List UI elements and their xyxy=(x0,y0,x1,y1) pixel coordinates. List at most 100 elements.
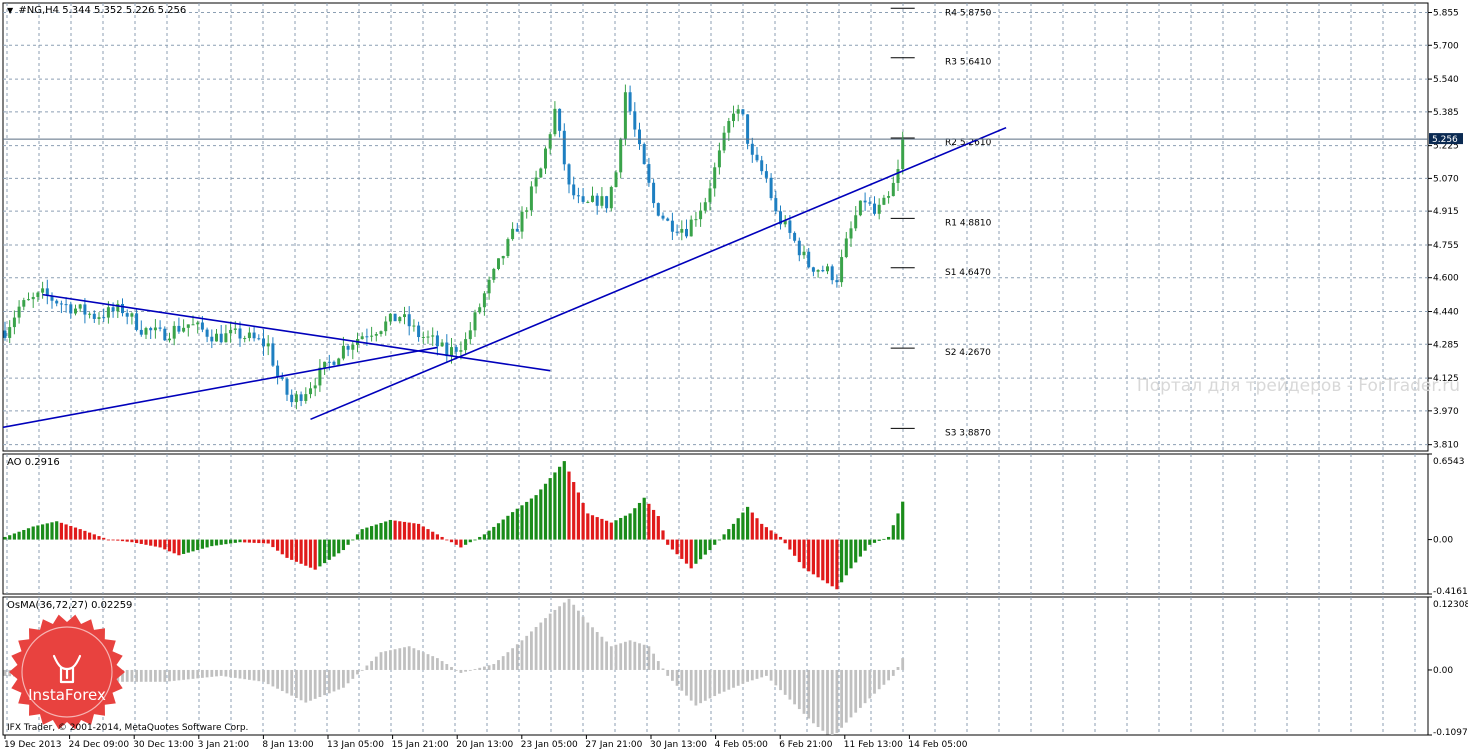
symbol-header: ▼ #NG,H4 5.344 5.352 5.226 5.256 xyxy=(7,5,186,16)
osma-bar xyxy=(788,669,792,700)
candle-body xyxy=(717,150,721,168)
osma-bar xyxy=(351,669,355,679)
osma-bar xyxy=(403,647,406,670)
ao-bar xyxy=(139,539,143,544)
osma-bar xyxy=(290,669,294,696)
time-tick-label: 3 Jan 21:00 xyxy=(198,740,250,750)
ao-bar xyxy=(619,517,623,540)
ao-bar xyxy=(393,520,397,540)
candle-body xyxy=(600,196,604,206)
osma-bar xyxy=(468,669,472,671)
candle-body xyxy=(304,394,308,401)
candle-body xyxy=(290,394,294,403)
osma-bar xyxy=(393,649,397,670)
ao-bar xyxy=(887,536,891,540)
osma-bar xyxy=(685,669,688,696)
osma-bar xyxy=(896,666,900,670)
price-axis[interactable]: 5.855 5.700 5.540 5.385 5.225 5.070 4.915 4.755… xyxy=(1428,9,1459,451)
ao-bar xyxy=(661,530,665,540)
candle-body xyxy=(139,329,143,335)
time-tick-label: 11 Feb 13:00 xyxy=(844,740,903,750)
ao-bar xyxy=(252,539,256,543)
ao-bar xyxy=(417,523,421,540)
ao-bar xyxy=(760,523,764,540)
candle-body xyxy=(482,293,486,308)
ao-bar xyxy=(647,503,651,540)
osma-bar xyxy=(252,669,256,681)
ao-bar xyxy=(586,513,590,540)
candle-body xyxy=(713,167,717,189)
osma-bar xyxy=(144,669,148,682)
osma-bar xyxy=(854,669,858,713)
logo-text: InstaForex xyxy=(28,686,106,704)
osma-bar xyxy=(337,669,341,690)
ao-bar xyxy=(59,522,63,540)
osma-bar xyxy=(760,669,764,678)
candle-body xyxy=(55,300,59,304)
ao-bar xyxy=(595,517,599,540)
candle-body xyxy=(689,219,693,237)
candle-body xyxy=(69,304,73,314)
time-axis[interactable]: 19 Dec 2013 24 Dec 09:00 30 Dec 13:00 3 Jan… xyxy=(4,735,968,750)
ao-axis: 0.6543 0.00 -0.4161 xyxy=(1428,453,1468,597)
candle-body xyxy=(168,338,171,341)
trendline[interactable] xyxy=(42,293,551,372)
candle-body xyxy=(774,198,778,212)
osma-bar xyxy=(891,669,895,676)
candle-body xyxy=(294,394,298,403)
ao-panel[interactable] xyxy=(2,453,1429,595)
osma-bar xyxy=(807,669,811,719)
osma-bar xyxy=(257,669,261,682)
ao-bar xyxy=(294,539,298,562)
time-tick-label: 13 Jan 05:00 xyxy=(327,740,384,750)
ao-bar xyxy=(731,523,736,540)
price-grid xyxy=(3,3,1428,451)
symbol-arrow-icon: ▼ xyxy=(7,6,14,15)
candle-body xyxy=(346,345,350,350)
ao-bar xyxy=(553,472,557,540)
price-tick-label: 4.755 xyxy=(1433,241,1459,251)
candle-body xyxy=(233,328,237,330)
pivot-label: R4 5.8750 xyxy=(945,8,992,18)
candle-body xyxy=(685,228,688,237)
osma-bar xyxy=(177,669,181,681)
ao-bar xyxy=(675,539,679,555)
osma-bar xyxy=(826,669,829,735)
candle-body xyxy=(811,267,815,272)
osma-bar xyxy=(567,598,571,670)
candle-body xyxy=(45,288,49,296)
ao-bar xyxy=(699,539,703,560)
price-tick-label: 4.285 xyxy=(1433,340,1459,350)
price-tick-label: 3.810 xyxy=(1433,441,1459,451)
trendline[interactable] xyxy=(310,126,1007,421)
osma-bar xyxy=(356,669,359,675)
candle-body xyxy=(74,308,77,314)
candle-body xyxy=(591,195,594,202)
ao-bar xyxy=(727,529,731,540)
price-tick-label: 5.225 xyxy=(1433,142,1459,152)
ao-bar xyxy=(821,539,825,581)
candle-body xyxy=(106,307,110,318)
candle-body xyxy=(576,195,580,197)
osma-bar xyxy=(718,669,721,694)
osma-bar xyxy=(158,669,162,682)
ao-bar xyxy=(398,521,402,540)
osma-bar xyxy=(506,652,510,670)
ao-bar xyxy=(797,539,801,563)
candle-body xyxy=(393,313,397,322)
ao-bar xyxy=(318,539,322,567)
ao-bar xyxy=(308,539,313,568)
osma-bar xyxy=(478,667,482,670)
osma-panel[interactable] xyxy=(2,596,1429,736)
osma-bar xyxy=(797,669,801,710)
trendlines[interactable] xyxy=(0,126,1007,429)
osma-bar xyxy=(285,669,289,694)
osma-bar xyxy=(755,669,759,679)
ao-bar xyxy=(41,524,45,540)
osma-bar xyxy=(182,669,185,680)
candle-body xyxy=(779,211,782,225)
time-tick-label: 23 Jan 05:00 xyxy=(521,740,578,750)
osma-bar xyxy=(224,669,228,677)
trendline[interactable] xyxy=(0,346,438,429)
candle-body xyxy=(135,313,139,330)
